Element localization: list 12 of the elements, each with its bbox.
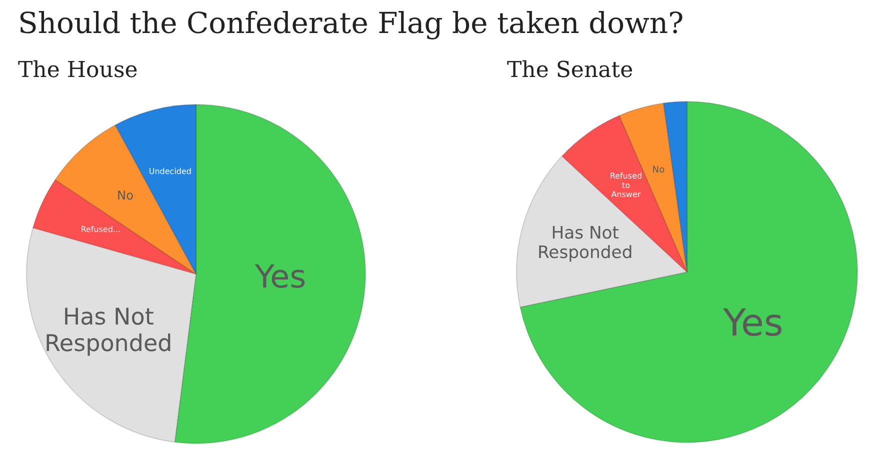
- slice-label: Has Not Responded: [538, 223, 633, 264]
- chart-title: Should the Confederate Flag be taken down?: [18, 6, 684, 40]
- slice-label: No: [116, 188, 134, 202]
- slice-label: No: [652, 166, 666, 176]
- slice-label: Refused...: [80, 224, 121, 234]
- slice-label: Has Not Responded: [44, 304, 172, 358]
- slice-label: Refused to Answer: [610, 172, 642, 199]
- slice-label: Yes: [254, 260, 306, 296]
- slice-label: Undecided: [148, 167, 192, 176]
- slice-label: Yes: [722, 300, 784, 344]
- chart-subtitle: The Senate: [507, 58, 634, 83]
- chart-subtitle: The House: [18, 58, 138, 83]
